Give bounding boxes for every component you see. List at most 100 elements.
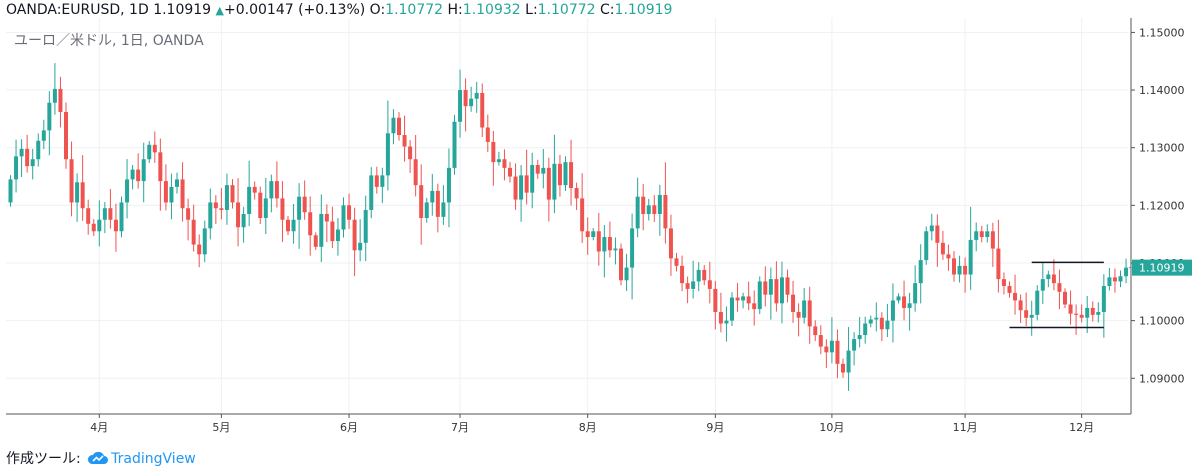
candle-body (108, 208, 113, 220)
candle-body (64, 111, 68, 160)
candle-body (979, 231, 984, 238)
candle-body (935, 225, 940, 243)
candle-body (58, 88, 63, 112)
close-value: 1.10919 (614, 2, 673, 18)
y-tick-label: 1.13000 (1139, 142, 1185, 155)
candle-body (36, 140, 41, 160)
candle-body (630, 228, 635, 268)
candle-body (341, 205, 346, 230)
last-price-badge (1132, 259, 1192, 276)
candle-body (385, 133, 390, 176)
candle-body (230, 185, 235, 203)
candle-body (374, 175, 379, 187)
candle-body (952, 258, 956, 275)
candle-body (1112, 277, 1117, 282)
candle-body (491, 141, 496, 163)
candle-body (463, 90, 468, 107)
candle-body (841, 363, 845, 373)
candle-body (668, 228, 673, 259)
candle-body (402, 135, 407, 147)
cloud-icon (88, 451, 109, 464)
candle-body (219, 208, 224, 210)
y-tick-label: 1.15000 (1139, 26, 1185, 39)
candle-body (663, 194, 668, 229)
candle-body (513, 176, 518, 200)
price-change: +0.00147 (+0.13%) (224, 2, 366, 18)
candle-body (169, 186, 174, 203)
candle-body (158, 152, 163, 182)
tradingview-link[interactable]: TradingView (111, 451, 196, 467)
candle-body (1118, 276, 1123, 282)
candle-body (913, 283, 918, 304)
candle-body (957, 265, 962, 275)
candle-body (596, 231, 601, 252)
candle-body (646, 205, 651, 214)
candle-body (186, 208, 191, 220)
candle-body (674, 258, 679, 266)
candle-body (985, 231, 990, 238)
candle-body (1013, 292, 1018, 301)
candle-body (691, 281, 696, 289)
candle-body (313, 235, 318, 247)
candle-body (968, 239, 973, 275)
candle-body (1079, 314, 1084, 318)
y-tick-label: 1.14000 (1139, 84, 1185, 97)
candle-body (730, 297, 734, 321)
candlestick-chart[interactable]: 1.150001.140001.130001.120001.110001.100… (0, 18, 1200, 438)
candle-body (791, 294, 796, 312)
candle-body (180, 179, 185, 209)
candle-body (552, 163, 557, 200)
candle-body (446, 167, 451, 203)
candle-body (419, 185, 424, 219)
candle-body (641, 196, 646, 214)
candle-body (1024, 310, 1029, 318)
candle-body (802, 300, 807, 318)
candle-body (607, 237, 612, 251)
candle-body (335, 229, 340, 242)
y-tick-label: 1.12000 (1139, 199, 1185, 212)
candle-body (286, 219, 290, 232)
low-value: 1.10772 (537, 2, 596, 18)
candle-body (69, 159, 74, 203)
x-tick-label: 7月 (451, 421, 469, 434)
candle-body (474, 92, 479, 99)
candle-body (707, 280, 712, 289)
candle-body (30, 159, 35, 167)
low-label: L: (525, 2, 538, 18)
candle-body (430, 190, 435, 203)
candle-body (768, 279, 773, 295)
candle-body (202, 228, 207, 255)
candle-body (879, 317, 884, 330)
up-triangle-icon: ▲ (215, 4, 225, 17)
candle-body (580, 198, 585, 232)
footer-prefix: 作成ツール: (6, 451, 81, 467)
candle-body (358, 242, 363, 251)
candle-body (1040, 279, 1045, 291)
candle-body (435, 190, 440, 217)
candle-body (713, 288, 718, 312)
candle-body (846, 350, 851, 373)
candle-body (735, 297, 740, 301)
candle-body (563, 162, 568, 186)
candle-body (746, 296, 751, 304)
candle-body (102, 208, 107, 220)
candle-body (19, 148, 24, 157)
candle-body (347, 205, 352, 220)
candle-body (946, 254, 951, 259)
y-tick-label: 1.09000 (1139, 372, 1185, 385)
candle-body (1085, 307, 1090, 318)
candle-body (496, 159, 501, 163)
candle-body (785, 277, 790, 295)
chart-area[interactable]: 1.150001.140001.130001.120001.110001.100… (0, 18, 1200, 438)
candle-body (569, 162, 574, 189)
footer-credit: 作成ツール: TradingView (6, 448, 196, 468)
candle-body (408, 146, 413, 160)
candle-body (752, 303, 757, 310)
candle-body (297, 196, 302, 220)
candle-body (413, 159, 418, 186)
open-label: O: (369, 2, 386, 18)
candle-body (1001, 279, 1006, 287)
symbol-name: OANDA:EURUSD, 1D (6, 2, 149, 18)
candle-body (835, 340, 840, 364)
candle-body (269, 181, 274, 199)
